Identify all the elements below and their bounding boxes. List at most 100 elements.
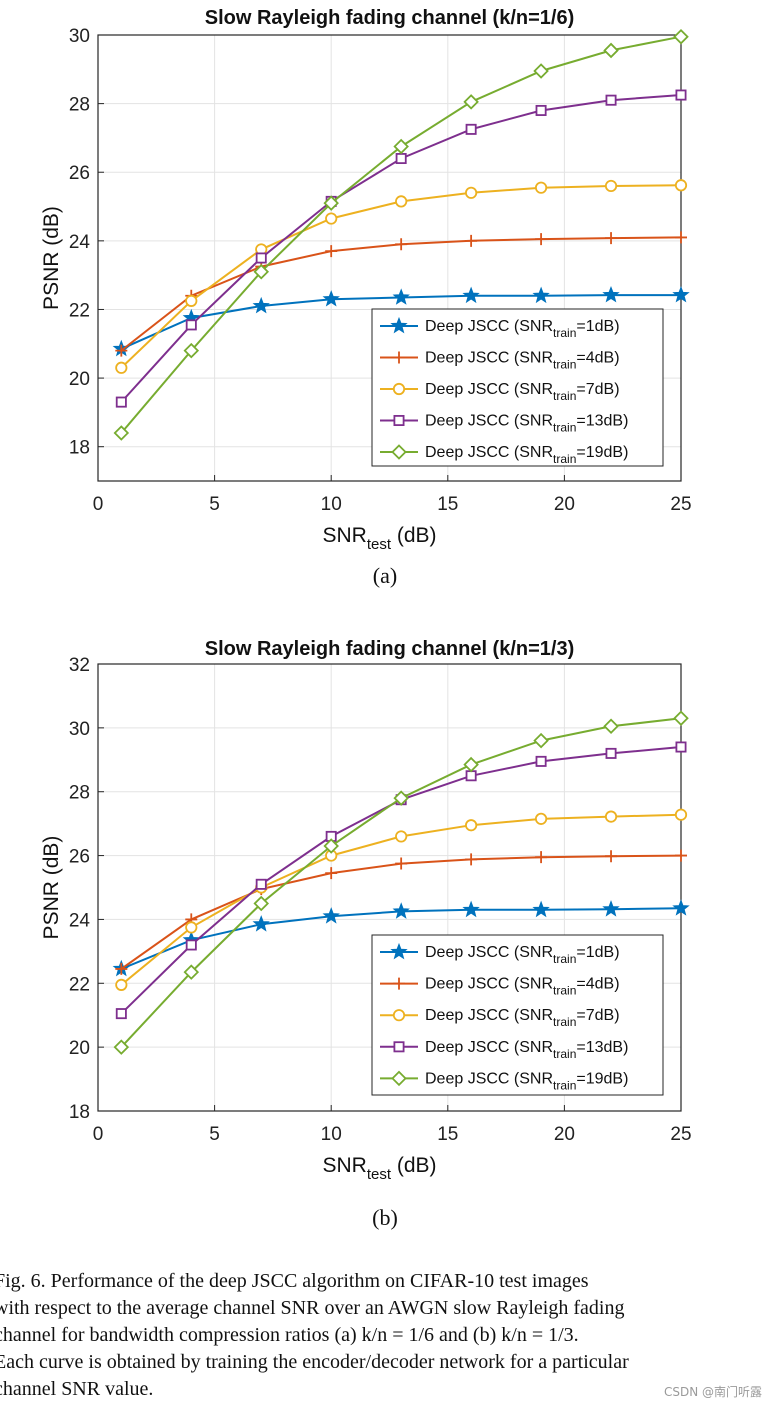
x-axis-label-main: SNR — [322, 1154, 366, 1177]
data-point — [675, 231, 687, 244]
legend-marker — [391, 444, 407, 460]
data-point — [535, 233, 548, 246]
legend-marker — [390, 942, 408, 960]
x-tick-label: 15 — [437, 494, 458, 515]
subfigure-label-b: (b) — [372, 1205, 398, 1230]
data-point — [463, 756, 479, 773]
legend-label-subscript: train — [553, 452, 576, 466]
data-point — [672, 899, 690, 916]
x-axis-label-unit: (dB) — [391, 524, 437, 547]
data-point — [605, 850, 618, 863]
legend-label: Deep JSCC (SNRtrain=7dB) — [425, 1007, 620, 1029]
legend-label-tail: =7dB) — [576, 381, 619, 398]
y-axis-label: PSNR (dB) — [40, 836, 63, 940]
chart-title: Slow Rayleigh fading channel (k/n=1/3) — [205, 638, 575, 660]
data-point — [395, 830, 408, 843]
legend-entry: Deep JSCC (SNRtrain=1dB) — [380, 942, 620, 966]
series-1 — [112, 899, 690, 977]
y-tick-label: 24 — [69, 910, 91, 931]
legend-entry: Deep JSCC (SNRtrain=4dB) — [380, 976, 620, 998]
data-point — [604, 179, 618, 193]
data-point — [395, 857, 408, 870]
data-point — [395, 238, 408, 251]
data-point — [602, 285, 620, 303]
data-point — [533, 63, 549, 79]
data-point — [532, 900, 550, 918]
legend-entry: Deep JSCC (SNRtrain=13dB) — [380, 1039, 628, 1061]
legend-label: Deep JSCC (SNRtrain=7dB) — [425, 381, 620, 403]
legend-label-tail: =1dB) — [576, 944, 619, 961]
data-point — [253, 263, 270, 280]
data-point — [535, 755, 547, 767]
legend-label-subscript: train — [553, 389, 576, 403]
x-axis-label-subscript: test — [367, 1166, 392, 1183]
legend-label-tail: =7dB) — [576, 1007, 619, 1024]
y-tick-label: 28 — [69, 95, 90, 116]
data-point — [252, 915, 270, 932]
legend-marker — [391, 1070, 407, 1087]
caption-line: channel for bandwidth compression ratios… — [0, 1324, 579, 1346]
legend-label-subscript: train — [553, 984, 576, 998]
data-point — [465, 770, 477, 782]
data-point — [674, 179, 688, 192]
data-point — [605, 747, 617, 759]
data-point — [113, 1039, 130, 1055]
data-point — [535, 104, 547, 116]
data-point — [605, 232, 618, 245]
x-axis-label: SNRtest (dB) — [322, 1154, 436, 1183]
y-tick-label: 22 — [69, 974, 90, 995]
legend-label-subscript: train — [553, 1047, 576, 1061]
legend-box — [371, 934, 664, 1096]
data-point — [395, 153, 407, 165]
data-point — [253, 895, 270, 912]
data-point — [395, 195, 408, 208]
data-point — [462, 900, 480, 918]
legend-label-main: Deep JSCC (SNR — [425, 1007, 553, 1024]
legend-label-main: Deep JSCC (SNR — [425, 444, 553, 461]
y-axis-label: PSNR (dB) — [40, 206, 63, 310]
legend-marker — [390, 316, 408, 334]
legend-label-subscript: train — [553, 326, 576, 340]
data-point — [462, 286, 480, 304]
legend-marker — [393, 351, 405, 364]
legend-entry: Deep JSCC (SNRtrain=1dB) — [380, 316, 620, 340]
data-point — [675, 849, 687, 862]
x-axis-label-unit: (dB) — [391, 1154, 437, 1177]
data-point — [183, 964, 200, 980]
legend-entry: Deep JSCC (SNRtrain=19dB) — [380, 1070, 628, 1092]
legend-label-main: Deep JSCC (SNR — [425, 381, 553, 398]
legend-label-subscript: train — [553, 421, 576, 435]
data-point — [115, 396, 127, 408]
x-tick-label: 15 — [437, 1124, 458, 1145]
x-axis-label-subscript: test — [367, 536, 392, 553]
data-point — [675, 89, 687, 101]
legend-label-tail: =19dB) — [576, 444, 628, 461]
legend-label-subscript: train — [553, 952, 576, 966]
legend-marker — [392, 1009, 406, 1022]
data-point — [185, 294, 198, 307]
data-point — [674, 808, 688, 821]
data-point — [465, 186, 478, 199]
legend-label: Deep JSCC (SNRtrain=1dB) — [425, 944, 620, 966]
legend-label-subscript: train — [553, 1015, 576, 1029]
legend-label-main: Deep JSCC (SNR — [425, 1070, 553, 1087]
data-point — [323, 195, 339, 211]
series-3 — [115, 179, 688, 374]
data-point — [115, 1008, 127, 1020]
legend: Deep JSCC (SNRtrain=1dB)Deep JSCC (SNRtr… — [371, 934, 664, 1096]
legend-label-main: Deep JSCC (SNR — [425, 350, 553, 367]
x-axis-label-main: SNR — [322, 524, 366, 547]
data-point — [465, 234, 478, 247]
y-tick-label: 28 — [69, 783, 90, 804]
y-tick-label: 26 — [69, 163, 90, 184]
y-tick-label: 20 — [69, 1038, 90, 1059]
data-point — [533, 732, 549, 749]
data-point — [325, 867, 338, 880]
caption-line: Each curve is obtained by training the e… — [0, 1351, 629, 1373]
caption-line: channel SNR value. — [0, 1378, 154, 1400]
series-1 — [112, 285, 690, 357]
figure-caption: Fig. 6. Performance of the deep JSCC alg… — [0, 1268, 754, 1403]
legend-label-main: Deep JSCC (SNR — [425, 944, 553, 961]
legend-label: Deep JSCC (SNRtrain=4dB) — [425, 976, 620, 998]
x-axis-label: SNRtest (dB) — [322, 524, 436, 553]
